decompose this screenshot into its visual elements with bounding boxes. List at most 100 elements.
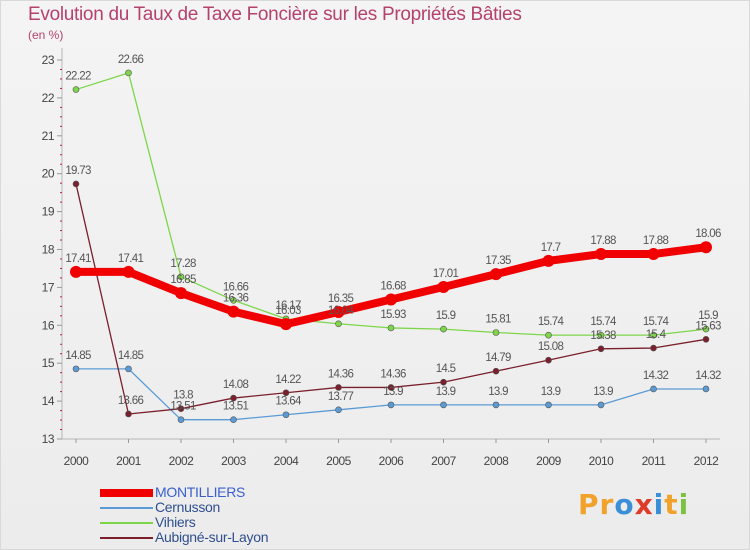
- data-point: [440, 378, 447, 386]
- x-tick-label: 2010: [589, 454, 615, 468]
- data-point: [177, 273, 185, 281]
- legend-label: Cernusson: [155, 499, 221, 515]
- data-point: [595, 248, 607, 261]
- data-point: [177, 416, 185, 423]
- data-label: 15.74: [590, 316, 617, 328]
- data-label: 14.32: [643, 370, 669, 382]
- data-label: 16.04: [328, 305, 355, 317]
- x-tick-label: 2006: [379, 454, 405, 468]
- data-label: 16.17: [275, 300, 301, 312]
- data-label: 17.01: [433, 268, 459, 280]
- data-point: [647, 248, 660, 261]
- data-point: [597, 401, 605, 409]
- y-tick-label: 19: [42, 205, 55, 219]
- x-tick-label: 2005: [326, 454, 352, 468]
- legend-swatch: [100, 489, 153, 497]
- data-label: 15.9: [436, 310, 456, 322]
- x-tick-label: 2009: [536, 454, 562, 468]
- data-point: [125, 410, 132, 418]
- data-label: 16.36: [223, 293, 249, 305]
- y-tick-label: 18: [42, 243, 55, 257]
- data-label: 13.9: [383, 386, 403, 398]
- data-point: [335, 384, 342, 391]
- data-label: 14.08: [223, 379, 249, 391]
- data-point: [492, 401, 500, 409]
- logo-letter: P: [578, 488, 600, 521]
- x-tick-label: 2003: [221, 454, 247, 468]
- data-label: 13.51: [170, 401, 196, 413]
- data-label: 14.79: [485, 352, 511, 364]
- y-tick-label: 23: [42, 53, 55, 67]
- data-point: [230, 416, 237, 423]
- legend-swatch: [100, 537, 153, 539]
- data-point: [70, 265, 82, 278]
- y-tick-label: 21: [42, 129, 55, 143]
- data-label: 17.7: [541, 242, 561, 254]
- data-point: [72, 180, 80, 188]
- data-label: 17.35: [485, 255, 511, 267]
- data-label: 16.35: [328, 293, 354, 305]
- y-tick-label: 14: [42, 394, 55, 408]
- x-tick-label: 2001: [116, 454, 142, 468]
- data-point: [545, 401, 552, 409]
- logo-letter: r: [599, 488, 615, 521]
- data-label: 13.8: [173, 390, 193, 402]
- legend-label: Vihiers: [155, 514, 196, 530]
- data-point: [702, 336, 710, 343]
- data-label: 14.36: [380, 368, 406, 380]
- proxiti-logo: Proxiti: [578, 488, 689, 521]
- data-point: [72, 365, 80, 373]
- logo-letter: i: [653, 488, 665, 521]
- data-point: [702, 385, 710, 393]
- y-tick-label: 15: [42, 356, 55, 370]
- data-label: 13.9: [593, 386, 613, 398]
- data-point: [280, 318, 292, 331]
- data-label: 13.9: [488, 386, 508, 398]
- data-point: [440, 401, 447, 409]
- data-point: [597, 331, 605, 339]
- data-point: [282, 411, 290, 419]
- data-point: [125, 69, 132, 77]
- data-point: [545, 356, 552, 364]
- data-label: 19.73: [65, 165, 91, 177]
- data-point: [125, 365, 132, 373]
- data-point: [492, 367, 500, 375]
- data-label: 18.06: [695, 228, 721, 240]
- chart-title: Evolution du Taux de Taxe Foncière sur l…: [28, 4, 522, 25]
- data-label: 17.41: [65, 253, 91, 265]
- unit-label: (en %): [28, 28, 64, 42]
- data-label: 15.9: [698, 310, 718, 322]
- logo-letter: x: [634, 488, 654, 521]
- data-point: [122, 265, 135, 278]
- data-label: 16.66: [223, 281, 249, 293]
- data-point: [335, 320, 342, 328]
- legend-label: MONTILLIERS: [155, 484, 246, 500]
- x-tick-label: 2012: [694, 454, 720, 468]
- data-point: [650, 344, 657, 352]
- data-label: 17.28: [170, 258, 196, 270]
- y-tick-label: 22: [42, 91, 55, 105]
- logo-letter: i: [678, 488, 690, 521]
- data-point: [437, 281, 450, 294]
- data-label: 13.51: [223, 401, 249, 413]
- data-point: [230, 296, 237, 304]
- data-point: [227, 305, 240, 318]
- data-label: 13.77: [328, 391, 354, 403]
- data-point: [332, 306, 345, 319]
- data-point: [72, 86, 80, 93]
- data-point: [440, 325, 447, 333]
- data-label: 13.64: [275, 396, 302, 408]
- data-point: [597, 345, 605, 353]
- data-label: 14.36: [328, 368, 354, 380]
- data-point: [177, 405, 185, 412]
- data-label: 16.85: [170, 274, 196, 286]
- data-label: 14.22: [275, 374, 301, 386]
- data-label: 14.85: [118, 350, 144, 362]
- logo-letter: o: [614, 488, 635, 521]
- data-point: [387, 384, 395, 391]
- data-label: 15.93: [380, 309, 406, 321]
- logo-letter: t: [664, 488, 679, 521]
- y-tick-label: 20: [42, 167, 55, 181]
- data-point: [650, 385, 657, 393]
